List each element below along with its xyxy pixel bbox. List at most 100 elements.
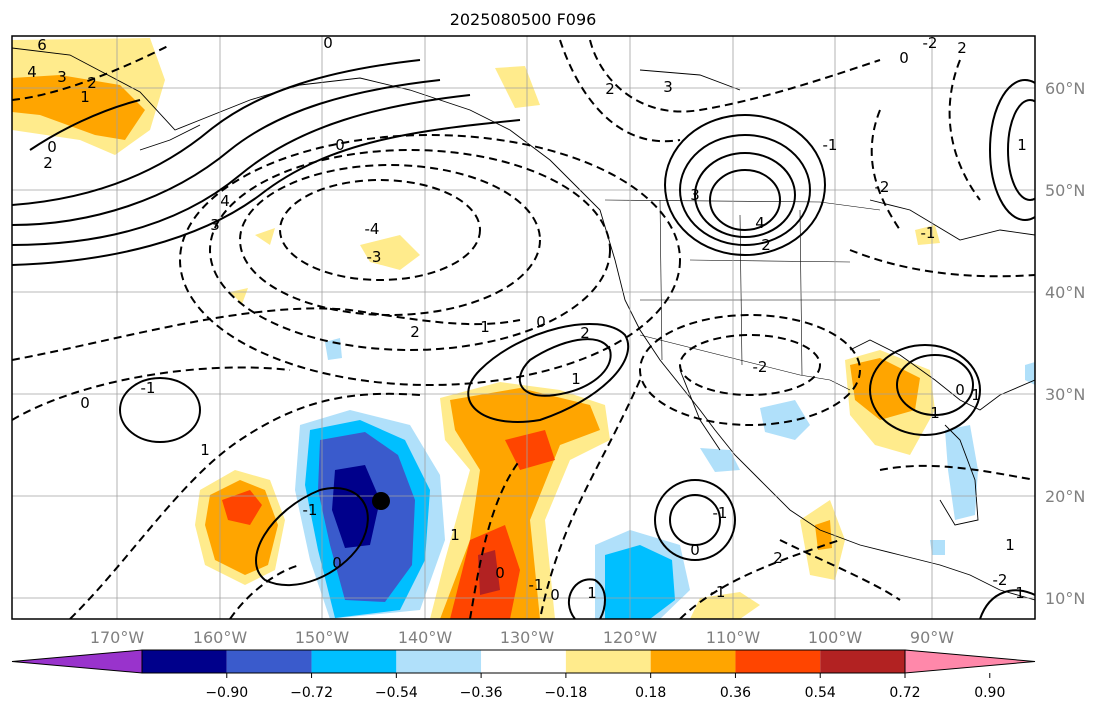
latitude-label: 20°N	[1045, 487, 1085, 506]
dashed-contours	[12, 39, 1035, 619]
storm-center-marker	[372, 492, 390, 510]
latitude-label: 40°N	[1045, 283, 1085, 302]
positive-anomaly-region	[915, 225, 940, 245]
contour-label: 1	[930, 404, 940, 422]
positive-contour	[12, 79, 441, 226]
gulf-coast	[849, 339, 1035, 411]
negative-contour	[12, 307, 521, 361]
latitude-label: 60°N	[1045, 79, 1085, 98]
contour-label: 3	[57, 68, 67, 86]
longitude-label: 110°W	[706, 628, 761, 647]
coastline	[12, 47, 1035, 601]
high-pressure-contour	[709, 169, 781, 231]
negative-contour	[12, 366, 291, 421]
contour-label: 2	[410, 323, 420, 341]
contour-label: 4	[27, 63, 37, 81]
positive-contour	[518, 338, 612, 397]
negative-contour	[469, 459, 521, 619]
contour-label: 2	[43, 154, 53, 172]
contour-label: 0	[536, 313, 546, 331]
positive-contour	[12, 59, 421, 206]
negative-contour	[69, 392, 421, 619]
positive-contour	[989, 79, 1035, 221]
contour-label: -1	[823, 136, 838, 154]
positive-contour	[869, 344, 981, 436]
latitude-label: 10°N	[1045, 589, 1085, 608]
contour-label: 2	[773, 549, 783, 567]
colorbar-extend-max	[904, 649, 1036, 674]
high-pressure-contour	[679, 134, 811, 246]
contour-label: 3	[663, 78, 673, 96]
positive-anomaly-region	[505, 430, 555, 470]
contour-label: 4	[220, 192, 230, 210]
negative-contour	[679, 334, 821, 396]
negative-contour	[179, 134, 681, 386]
negative-contour	[589, 39, 881, 113]
contour-label: -1	[921, 224, 936, 242]
colorbar-tick-label: 0.18	[635, 685, 666, 701]
us-canada-border	[604, 199, 881, 211]
positive-contour	[12, 94, 471, 246]
coastlines	[12, 47, 1035, 601]
colorbar-tick-label: −0.72	[290, 685, 333, 701]
colorbar-extend-min	[11, 649, 143, 674]
positive-contour	[568, 578, 606, 619]
negative-contour	[870, 109, 901, 231]
contour-label: 1	[587, 584, 597, 602]
contour-label: -2	[993, 571, 1008, 589]
colorbar-tick-label: 0.54	[805, 685, 836, 701]
state-borders	[640, 199, 880, 376]
positive-contour	[654, 479, 736, 561]
colorbar-tick-label: −0.18	[544, 685, 587, 701]
colorbar: −0.90 −0.72 −0.54 −0.36 −0.18 0.18 0.36 0.54 0.7…	[11, 649, 1036, 701]
colorbar-segment	[820, 650, 905, 673]
positive-contour	[255, 487, 369, 586]
negative-contour	[239, 164, 541, 316]
negative-contour	[639, 314, 861, 426]
negative-contour	[849, 249, 1035, 278]
positive-contour	[896, 354, 974, 416]
contour-label: 0	[335, 136, 345, 154]
positive-contour	[12, 119, 521, 266]
contour-label: -1	[711, 583, 726, 601]
contour-label: 3	[210, 216, 220, 234]
colorbar-segment	[226, 650, 312, 673]
negative-anomaly-region	[1025, 362, 1035, 385]
contour-label: -2	[875, 178, 890, 196]
positive-contour	[669, 494, 721, 546]
negative-contour	[12, 44, 171, 101]
negative-contour	[948, 59, 981, 201]
contour-label: 0	[332, 554, 342, 572]
longitude-labels: 170°W 160°W 150°W 140°W 130°W 120°W 110°W 100°W…	[90, 628, 954, 647]
contour-label: -1	[713, 504, 728, 522]
latitude-labels: 60°N 50°N 40°N 30°N 20°N 10°N	[1045, 79, 1085, 608]
latitude-label: 50°N	[1045, 181, 1085, 200]
negative-contour	[559, 39, 681, 143]
positive-anomaly-region	[478, 550, 500, 595]
contour-label: 0	[80, 394, 90, 412]
colorbar-segment	[142, 650, 227, 673]
arctic-coast	[639, 69, 741, 91]
negative-contour	[279, 179, 481, 281]
colorbar-tick-label: −0.36	[460, 685, 503, 701]
contour-label: 0	[323, 34, 333, 52]
contour-label: -4	[365, 220, 380, 238]
colorbar-segment	[735, 650, 821, 673]
positive-contour	[979, 589, 1035, 619]
contour-label: 2	[761, 236, 771, 254]
colorbar-tick-label: −0.90	[205, 685, 248, 701]
negative-anomaly-region	[930, 540, 945, 555]
contour-label: 0	[495, 564, 505, 582]
colorbar-segment	[481, 650, 566, 673]
negative-contour	[879, 464, 1035, 481]
high-pressure-contour	[694, 152, 796, 238]
contour-label: -1	[303, 501, 318, 519]
contour-label: 0	[955, 381, 965, 399]
contour-label: 1	[971, 386, 981, 404]
contour-label: -3	[367, 248, 382, 266]
aleutian-chain	[139, 124, 201, 151]
solid-contours	[12, 59, 1035, 619]
contour-label: 1	[1015, 584, 1025, 602]
